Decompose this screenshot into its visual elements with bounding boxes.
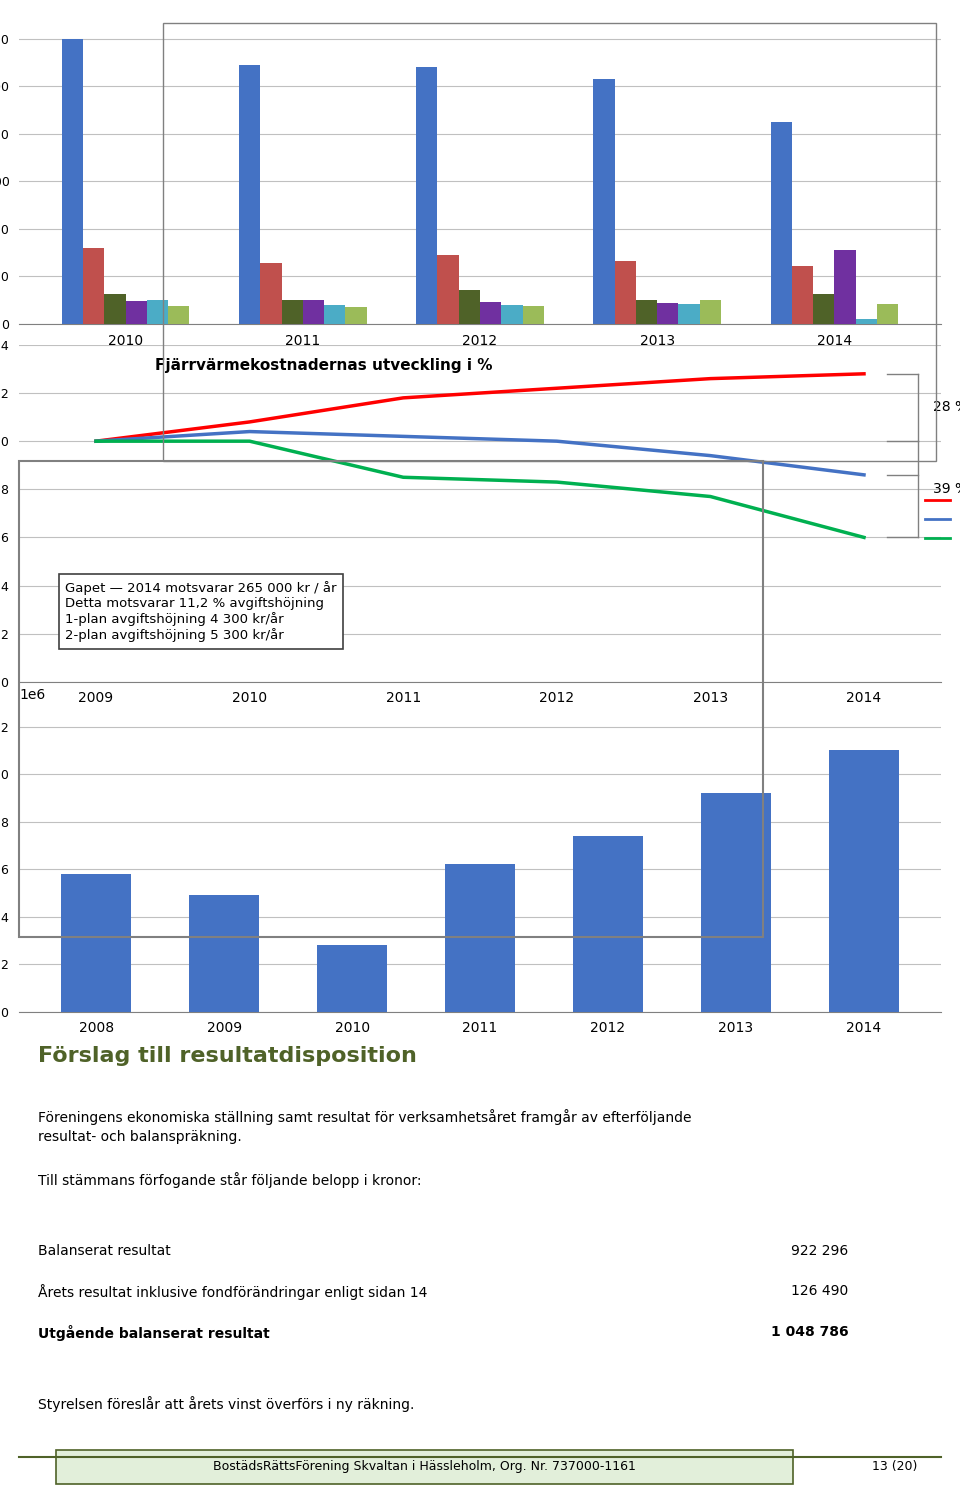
- Text: 28 %: 28 %: [933, 401, 960, 414]
- Bar: [324, 305, 346, 324]
- Text: Till stämmans förfogande står följande belopp i kronor:: Till stämmans förfogande står följande b…: [37, 1172, 421, 1188]
- Kostn: [551, 432, 563, 451]
- Text: BostädsRättsFörening Skvaltan i Hässleholm, Org. Nr. 737000-1161: BostädsRättsFörening Skvaltan i Hässleho…: [213, 1461, 636, 1473]
- Bar: [147, 301, 168, 324]
- Text: Gapet — 2014 motsvarar 265 000 kr / år
Detta motsvarar 11,2 % avgiftshöjning
1-p: Gapet — 2014 motsvarar 265 000 kr / år D…: [65, 581, 337, 643]
- Bar: [105, 293, 126, 324]
- Text: 39 %: 39 %: [933, 482, 960, 496]
- Kostn: [90, 432, 102, 451]
- Line: Kostn: Kostn: [96, 431, 864, 475]
- Pris: [397, 389, 409, 407]
- Text: 126 490: 126 490: [791, 1284, 849, 1299]
- Kostn: [858, 466, 870, 484]
- Text: 922 296: 922 296: [791, 1244, 849, 1258]
- Kostn: [244, 422, 255, 440]
- Bar: [61, 874, 132, 1012]
- Text: 1 048 786: 1 048 786: [771, 1325, 849, 1338]
- Bar: [501, 305, 522, 324]
- Bar: [877, 304, 899, 324]
- FancyBboxPatch shape: [56, 1450, 793, 1483]
- Förb: [244, 432, 255, 451]
- Kostn: [397, 428, 409, 446]
- Bar: [444, 865, 516, 1012]
- Legend: Pris, Kostn, Förb: Pris, Kostn, Förb: [920, 490, 960, 550]
- Bar: [281, 301, 302, 324]
- Bar: [459, 290, 480, 324]
- Text: Balanserat resultat: Balanserat resultat: [37, 1244, 170, 1258]
- Bar: [317, 945, 387, 1012]
- Förb: [705, 487, 716, 505]
- Förb: [551, 473, 563, 491]
- Förb: [858, 528, 870, 546]
- Text: 13 (20): 13 (20): [872, 1461, 918, 1473]
- Bar: [168, 307, 189, 324]
- Bar: [813, 295, 834, 324]
- Bar: [480, 301, 501, 324]
- Bar: [771, 122, 792, 324]
- Bar: [239, 65, 260, 324]
- Bar: [855, 319, 877, 324]
- Bar: [700, 301, 721, 324]
- Bar: [302, 301, 324, 324]
- Bar: [260, 263, 281, 324]
- Pris: [705, 369, 716, 387]
- Text: Fjärrvärmekostnadernas utveckling i %: Fjärrvärmekostnadernas utveckling i %: [155, 358, 492, 373]
- Kostn: [705, 446, 716, 464]
- Legend: Fjärrvärme, Vatten, Renhållning, Kommunikation, El, Försäkring: Fjärrvärme, Vatten, Renhållning, Kommuni…: [958, 21, 960, 142]
- Line: Pris: Pris: [96, 373, 864, 442]
- Text: Utgående balanserat resultat: Utgående balanserat resultat: [37, 1325, 270, 1341]
- Text: Förslag till resultatdisposition: Förslag till resultatdisposition: [37, 1046, 417, 1066]
- Bar: [522, 307, 543, 324]
- Bar: [834, 251, 855, 324]
- Pris: [90, 432, 102, 451]
- Bar: [417, 68, 438, 324]
- Bar: [636, 301, 658, 324]
- Bar: [189, 895, 259, 1012]
- Bar: [438, 256, 459, 324]
- Text: Årets resultat inklusive fondförändringar enligt sidan 14: Årets resultat inklusive fondförändringa…: [37, 1284, 427, 1300]
- Line: Förb: Förb: [96, 442, 864, 537]
- Bar: [828, 750, 899, 1012]
- Bar: [83, 248, 105, 324]
- Bar: [593, 79, 614, 324]
- Bar: [679, 304, 700, 324]
- Text: Styrelsen föreslår att årets vinst överförs i ny räkning.: Styrelsen föreslår att årets vinst överf…: [37, 1397, 414, 1412]
- Pris: [551, 380, 563, 398]
- Förb: [90, 432, 102, 451]
- Text: Föreningens ekonomiska ställning samt resultat för verksamhetsåret framgår av ef: Föreningens ekonomiska ställning samt re…: [37, 1108, 691, 1145]
- Bar: [346, 307, 367, 324]
- Bar: [792, 266, 813, 324]
- Pris: [858, 364, 870, 383]
- Bar: [658, 302, 679, 324]
- Förb: [397, 469, 409, 487]
- Bar: [614, 260, 636, 324]
- Bar: [61, 39, 83, 324]
- Pris: [244, 413, 255, 431]
- Bar: [573, 836, 643, 1012]
- Bar: [701, 794, 771, 1012]
- Bar: [126, 301, 147, 324]
